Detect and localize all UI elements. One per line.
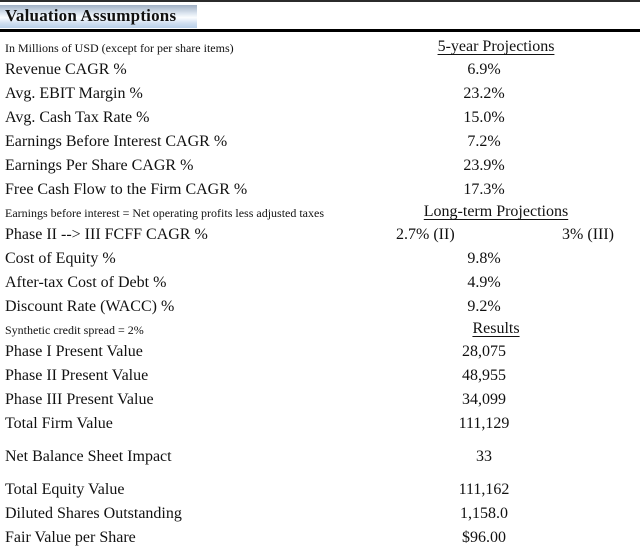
table-row: Revenue CAGR % 6.9%	[0, 58, 640, 82]
table-row: Earnings Per Share CAGR % 23.9%	[0, 154, 640, 178]
subheader-row: In Millions of USD (except for per share…	[0, 32, 640, 58]
spacer	[0, 436, 640, 445]
table-row: Net Balance Sheet Impact 33	[0, 445, 640, 469]
spacer	[0, 469, 640, 478]
row-label: Avg. EBIT Margin %	[5, 85, 143, 102]
column-header-long-term-projections: Long-term Projections	[423, 203, 569, 220]
row-value: 111,162	[458, 481, 510, 498]
table-row: Diluted Shares Outstanding 1,158.0	[0, 502, 640, 526]
row-label: Cost of Equity %	[5, 250, 116, 267]
row-label: Total Equity Value	[5, 481, 125, 498]
row-label: Phase II --> III FCFF CAGR %	[5, 226, 208, 243]
row-label: Avg. Cash Tax Rate %	[5, 109, 150, 126]
table-row: Phase III Present Value 34,099	[0, 388, 640, 412]
table-row: Avg. Cash Tax Rate % 15.0%	[0, 106, 640, 130]
table-row: Total Firm Value 111,129	[0, 412, 640, 436]
row-value: 48,955	[462, 367, 506, 384]
section-note-row: Synthetic credit spread = 2% Results	[0, 319, 640, 340]
row-value: 23.2%	[463, 85, 505, 102]
row-value: 7.2%	[467, 133, 501, 150]
row-value: 9.8%	[467, 250, 501, 267]
row-value: 28,075	[462, 343, 506, 360]
row-value: 17.3%	[463, 181, 505, 198]
row-value: 1,158.0	[460, 505, 508, 522]
table-row: Phase II --> III FCFF CAGR % 2.7% (II) 3…	[0, 223, 640, 247]
credit-spread-note: Synthetic credit spread = 2%	[5, 323, 144, 337]
row-label: After-tax Cost of Debt %	[5, 274, 167, 291]
row-label: Total Firm Value	[5, 415, 113, 432]
row-value: 23.9%	[463, 157, 505, 174]
row-label: Phase III Present Value	[5, 391, 154, 408]
table-row: Avg. EBIT Margin % 23.2%	[0, 82, 640, 106]
row-value: 111,129	[458, 415, 510, 432]
row-label: Fair Value per Share	[5, 529, 136, 546]
column-header-5yr-projections: 5-year Projections	[437, 38, 555, 55]
row-value-dual: 2.7% (II) 3% (III)	[356, 226, 626, 244]
row-value: 4.9%	[467, 274, 501, 291]
row-label: Discount Rate (WACC) %	[5, 298, 175, 315]
title-band: Valuation Assumptions	[0, 4, 640, 28]
table-row: Cost of Equity % 9.8%	[0, 247, 640, 271]
row-label: Earnings Before Interest CAGR %	[5, 133, 228, 150]
table-row: After-tax Cost of Debt % 4.9%	[0, 271, 640, 295]
row-label: Diluted Shares Outstanding	[5, 505, 182, 522]
table-row: Fair Value per Share $96.00	[0, 526, 640, 550]
row-label: Earnings Per Share CAGR %	[5, 157, 194, 174]
ebi-definition-note: Earnings before interest = Net operating…	[5, 206, 325, 220]
row-value: 33	[476, 448, 492, 465]
row-label: Phase II Present Value	[5, 367, 149, 384]
table-row: Earnings Before Interest CAGR % 7.2%	[0, 130, 640, 154]
row-value: 9.2%	[467, 298, 501, 315]
section-note-row: Earnings before interest = Net operating…	[0, 202, 640, 223]
top-rule	[0, 0, 640, 2]
phase3-cagr-value: 3% (III)	[562, 226, 614, 243]
row-value: 34,099	[462, 391, 506, 408]
row-value: 15.0%	[463, 109, 505, 126]
row-label: Phase I Present Value	[5, 343, 143, 360]
row-label: Net Balance Sheet Impact	[5, 448, 172, 465]
units-note: In Millions of USD (except for per share…	[5, 41, 234, 55]
table-row: Total Equity Value 111,162	[0, 478, 640, 502]
table-row: Phase II Present Value 48,955	[0, 364, 640, 388]
table-row: Free Cash Flow to the Firm CAGR % 17.3%	[0, 178, 640, 202]
row-label: Free Cash Flow to the Firm CAGR %	[5, 181, 248, 198]
phase2-cagr-value: 2.7% (II)	[396, 226, 455, 243]
page-title: Valuation Assumptions	[0, 4, 197, 28]
table-row: Phase I Present Value 28,075	[0, 340, 640, 364]
column-header-results: Results	[472, 320, 520, 337]
table-row: Discount Rate (WACC) % 9.2%	[0, 295, 640, 319]
row-label: Revenue CAGR %	[5, 61, 127, 78]
row-value: 6.9%	[467, 61, 501, 78]
row-value: $96.00	[462, 529, 506, 546]
title-underline-rule	[0, 29, 640, 32]
